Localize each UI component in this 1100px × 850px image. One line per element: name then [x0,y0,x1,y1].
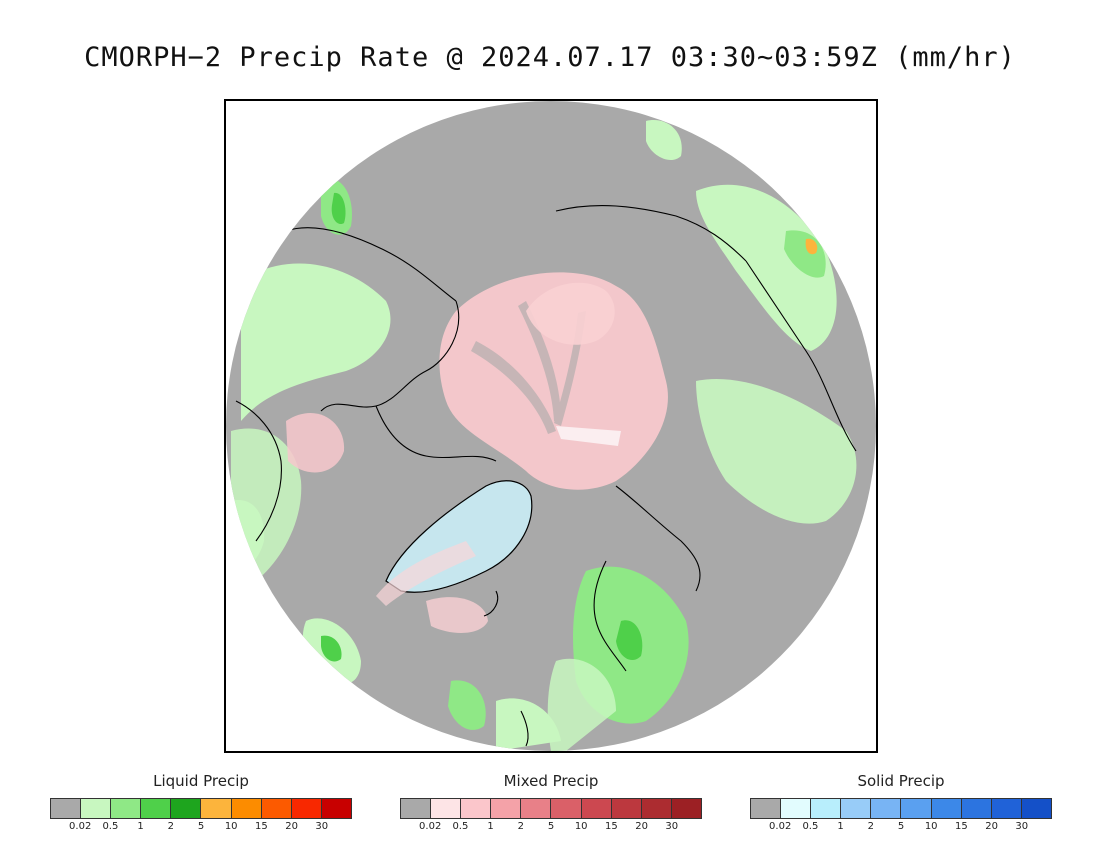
liquid-precip-canada [241,263,391,421]
legend-swatch [81,799,112,818]
legend-swatch [961,799,992,818]
legend-swatch [611,799,642,818]
legend-tick-label: 1 [837,821,844,832]
legend-swatch [1021,799,1051,818]
legend-swatch [431,799,462,818]
legend-swatch [841,799,872,818]
legend-tick-label: 0.02 [69,821,92,832]
legend-swatch [201,799,232,818]
legend-tick-label: 15 [955,821,968,832]
legend-swatch [991,799,1022,818]
legend-tick-label: 1 [487,821,494,832]
legend-liquid-ticks: 0.02 0.5 1 2 5 10 15 20 30 [50,819,352,833]
legend-tick-label: 30 [1015,821,1029,832]
liquid-precip-north-atlantic [448,680,486,730]
legend-tick-label: 2 [517,821,524,832]
legend-swatch [261,799,292,818]
legend-tick-label: 10 [574,821,588,832]
legend-swatch [51,799,82,818]
legend-swatch [401,799,432,818]
legend-swatch [141,799,172,818]
mixed-precip-greenland-coast [376,541,476,606]
legend-swatch [551,799,582,818]
polar-precip-map [226,101,876,751]
legend-swatch [491,799,522,818]
legend-tick-label: 0.5 [802,821,819,832]
legend-solid: Solid Precip 0.02 0.5 1 2 5 10 15 20 30 [750,772,1052,833]
legend-tick-label: 30 [665,821,679,832]
legend-swatch [521,799,552,818]
legend-swatch [671,799,701,818]
legend-tick-label: 0.02 [769,821,792,832]
legend-swatch [871,799,902,818]
legend-swatch [931,799,962,818]
legend-tick-label: 20 [635,821,648,832]
legend-swatch [171,799,202,818]
legend-tick-label: 2 [167,821,174,832]
mixed-precip-north-siberia [526,282,615,345]
mixed-precip-iceland [426,597,488,633]
legend-mixed: Mixed Precip 0.02 0.5 1 2 5 10 15 20 30 [400,772,702,833]
liquid-precip-scandinavia-core [616,620,643,661]
legend-swatch [781,799,812,818]
legend-tick-label: 5 [547,821,555,832]
legend-solid-bar [750,798,1052,819]
legend-mixed-title: Mixed Precip [503,772,599,790]
legend-swatch [641,799,672,818]
legend-swatch [461,799,492,818]
legend-tick-label: 20 [285,821,298,832]
legend-tick-label: 2 [867,821,874,832]
legend-liquid-bar [50,798,352,819]
solid-precip-pole [556,426,621,446]
legend-solid-title: Solid Precip [857,772,945,790]
liquid-precip-alaska-core [331,192,346,225]
legend-tick-label: 5 [197,821,205,832]
legend-solid-ticks: 0.02 0.5 1 2 5 10 15 20 30 [750,819,1052,833]
heavy-precip-siberia [805,238,818,255]
legend-tick-label: 0.02 [419,821,442,832]
precip-layer [231,120,857,751]
legend-liquid-title: Liquid Precip [153,772,249,790]
legend-tick-label: 10 [924,821,938,832]
legend-liquid: Liquid Precip 0.02 0.5 1 2 5 10 15 20 30 [50,772,352,833]
mixed-precip-baffin [286,412,345,473]
legend-tick-label: 15 [605,821,618,832]
legend-tick-label: 30 [315,821,329,832]
legend-swatch [901,799,932,818]
legend-swatch [111,799,142,818]
map-title: CMORPH−2 Precip Rate @ 2024.07.17 03:30~… [84,42,1016,73]
liquid-precip-russia [696,379,857,524]
legend-swatch [751,799,782,818]
legend-tick-label: 15 [255,821,268,832]
liquid-precip-atlantic-core [321,635,342,662]
legend-mixed-ticks: 0.02 0.5 1 2 5 10 15 20 30 [400,819,702,833]
legend-tick-label: 0.5 [452,821,469,832]
legend-tick-label: 20 [985,821,998,832]
legend-swatch [811,799,842,818]
map-frame [224,99,878,753]
legend-swatch [321,799,351,818]
liquid-precip-uk [496,698,561,751]
mixed-precip-streaks [471,301,586,434]
legend-tick-label: 10 [224,821,238,832]
legend-swatch [581,799,612,818]
liquid-precip-north-siberia [646,120,682,161]
coastlines [235,205,857,747]
legend-tick-label: 5 [897,821,905,832]
liquid-precip-europe [547,658,616,751]
legend-tick-label: 1 [137,821,144,832]
legend-tick-label: 0.5 [102,821,119,832]
legend-swatch [231,799,262,818]
legend-swatch [291,799,322,818]
liquid-precip-siberia-east [696,184,837,351]
legend-mixed-bar [400,798,702,819]
